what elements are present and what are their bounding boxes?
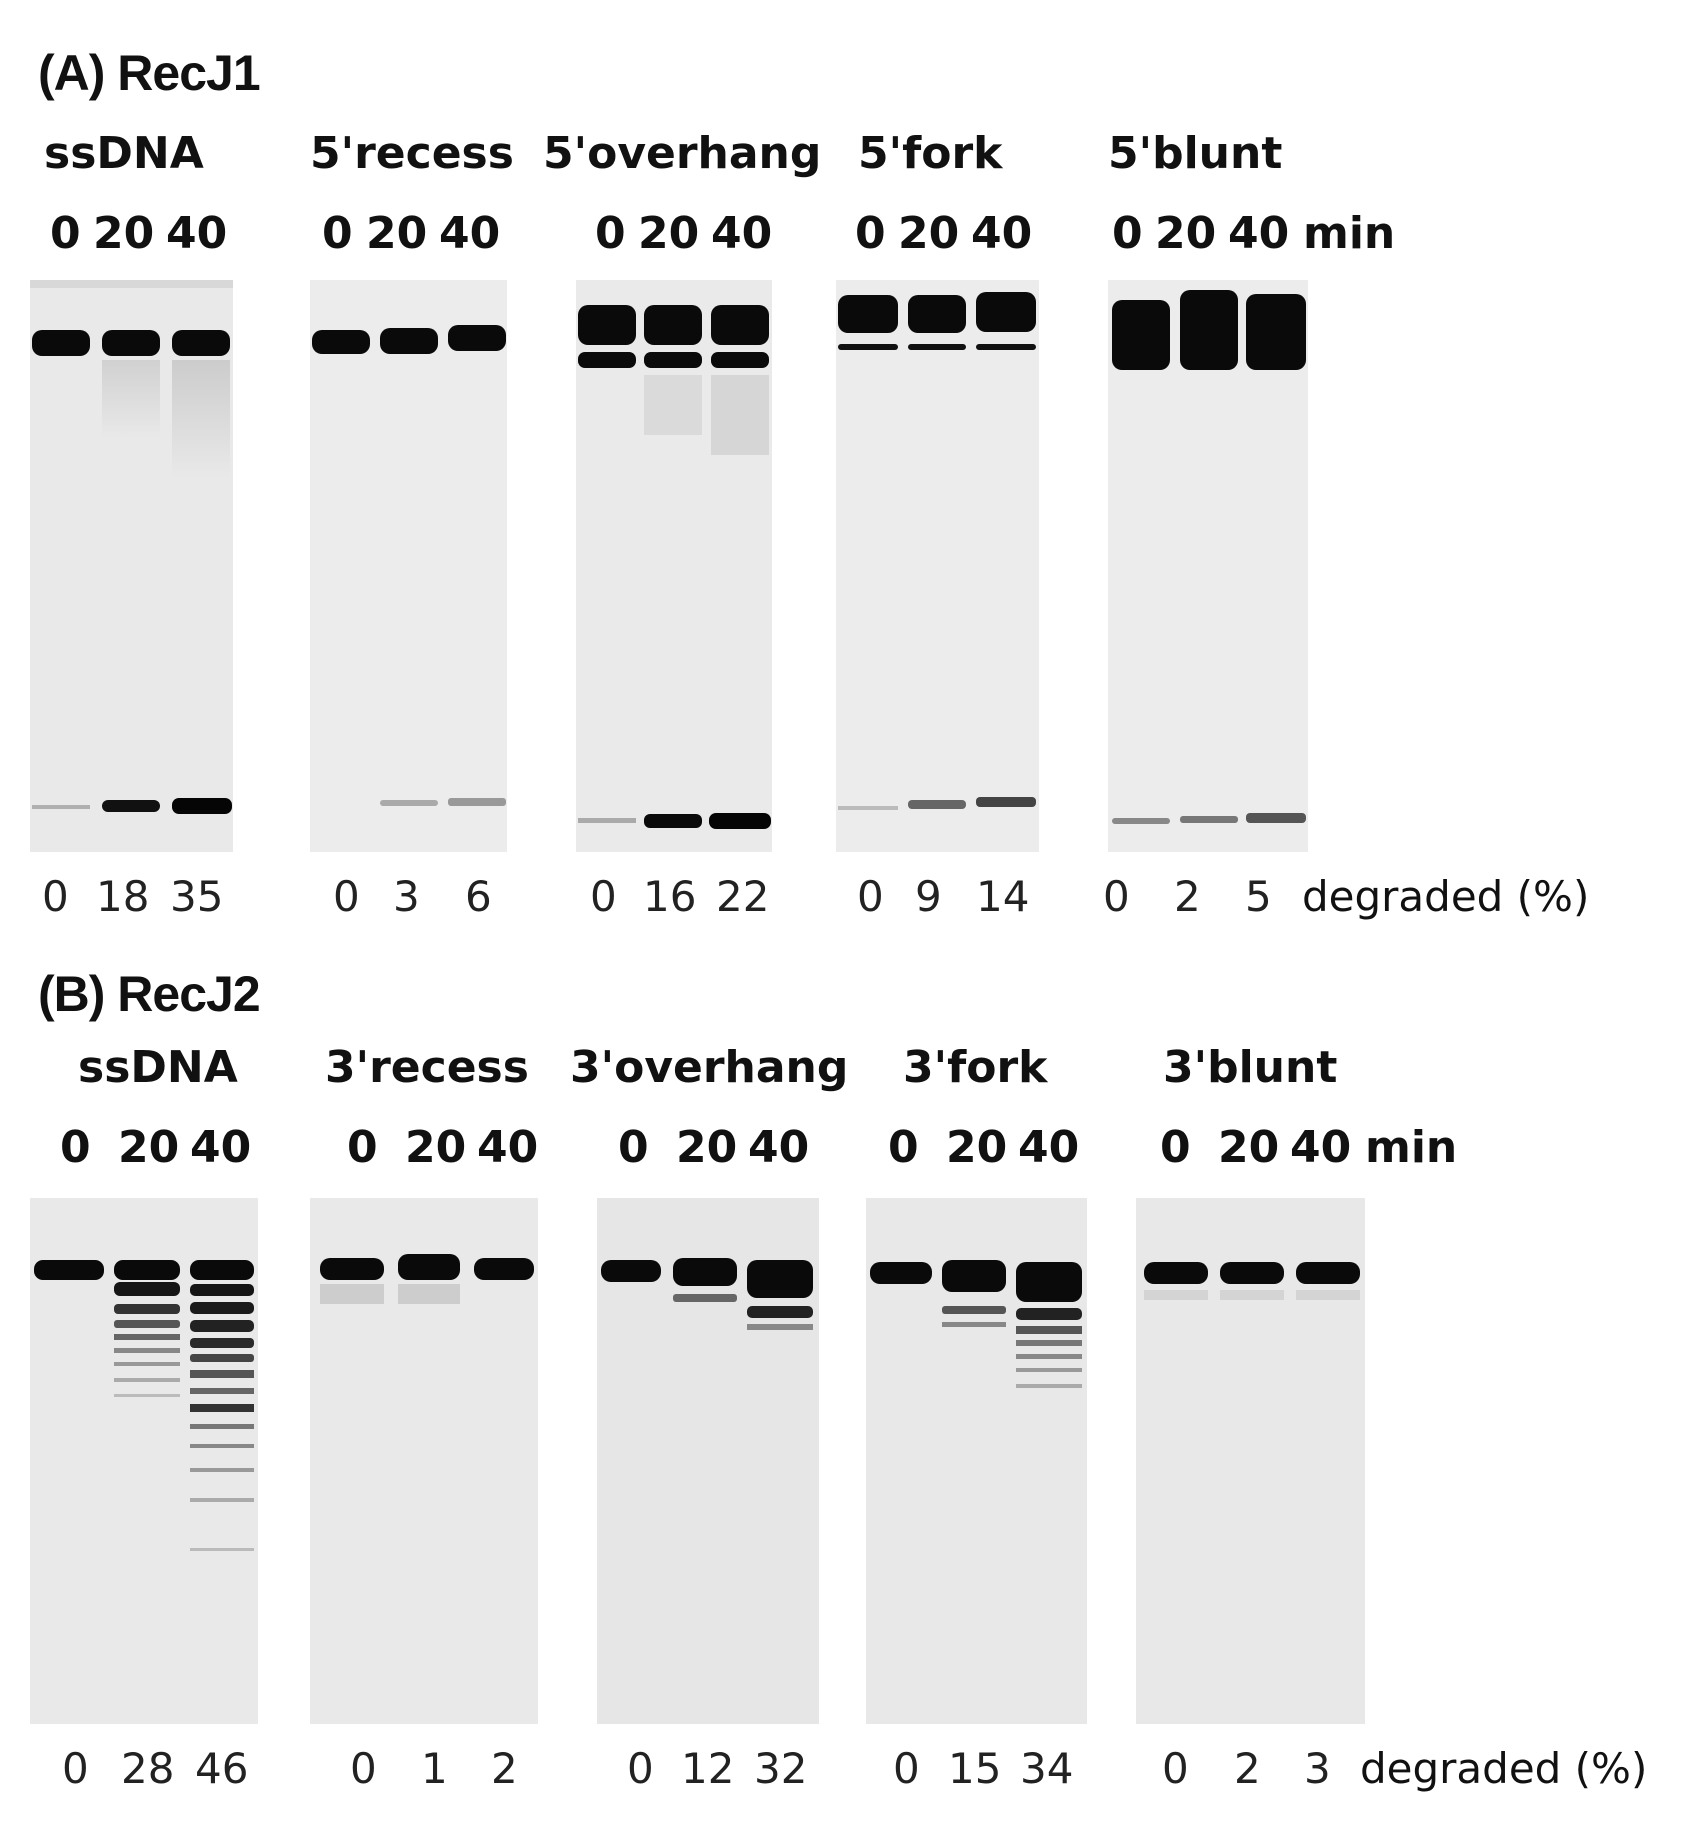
gel-a2-degraded-0: 0 [333, 872, 360, 921]
gel-a3-time-40: 40 [711, 208, 773, 259]
gel-a1-time-0: 0 [50, 208, 81, 259]
panel-a-title: (A) RecJ1 [38, 45, 261, 101]
gel-a3-degraded-20: 16 [643, 872, 697, 921]
gel-b3-time-40: 40 [748, 1122, 810, 1173]
panel-b-time-unit: min [1365, 1122, 1458, 1173]
gel-b1-time-20: 20 [118, 1122, 180, 1173]
panel-a-time-unit: min [1303, 208, 1396, 259]
gel-b2-degraded-0: 0 [350, 1744, 377, 1793]
gel-a2-label: 5'recess [310, 128, 514, 179]
gel-a5-degraded-20: 2 [1174, 872, 1201, 921]
gel-b4-degraded-40: 34 [1020, 1744, 1074, 1793]
gel-b4-time-20: 20 [946, 1122, 1008, 1173]
gel-a5-label: 5'blunt [1108, 128, 1283, 179]
gel-a4-time-0: 0 [855, 208, 886, 259]
gel-a4-degraded-20: 9 [915, 872, 942, 921]
gel-b1-time-40: 40 [190, 1122, 252, 1173]
panel-a-percent-unit: degraded (%) [1302, 872, 1590, 921]
gel-a3-time-20: 20 [638, 208, 700, 259]
gel-b4-label: 3'fork [903, 1042, 1048, 1093]
gel-b2-degraded-20: 1 [421, 1744, 448, 1793]
gel-a2-image [310, 280, 507, 852]
gel-a5-time-20: 20 [1155, 208, 1217, 259]
gel-b5-label: 3'blunt [1163, 1042, 1338, 1093]
gel-b5-time-0: 0 [1160, 1122, 1191, 1173]
gel-a5-degraded-0: 0 [1103, 872, 1130, 921]
gel-b3-time-0: 0 [618, 1122, 649, 1173]
gel-a1-time-20: 20 [93, 208, 155, 259]
gel-b3-image [597, 1198, 819, 1724]
gel-a2-degraded-20: 3 [393, 872, 420, 921]
gel-a4-label: 5'fork [858, 128, 1003, 179]
gel-a3-label: 5'overhang [543, 128, 822, 179]
gel-a3-image [576, 280, 772, 852]
gel-b2-time-20: 20 [405, 1122, 467, 1173]
gel-a3-time-0: 0 [595, 208, 626, 259]
gel-b5-degraded-40: 3 [1304, 1744, 1331, 1793]
gel-b4-image [866, 1198, 1087, 1724]
gel-b1-image [30, 1198, 258, 1724]
gel-b2-time-0: 0 [347, 1122, 378, 1173]
gel-a2-time-0: 0 [322, 208, 353, 259]
gel-b3-degraded-20: 12 [681, 1744, 735, 1793]
gel-a1-degraded-20: 18 [96, 872, 150, 921]
gel-a2-time-40: 40 [439, 208, 501, 259]
gel-b3-label: 3'overhang [570, 1042, 849, 1093]
gel-a1-label: ssDNA [44, 128, 204, 179]
gel-b5-degraded-0: 0 [1162, 1744, 1189, 1793]
gel-a3-degraded-0: 0 [590, 872, 617, 921]
gel-a1-degraded-40: 35 [170, 872, 224, 921]
gel-b1-time-0: 0 [60, 1122, 91, 1173]
gel-a5-time-0: 0 [1112, 208, 1143, 259]
gel-b2-degraded-40: 2 [491, 1744, 518, 1793]
panel-b-percent-unit: degraded (%) [1360, 1744, 1648, 1793]
gel-b1-degraded-40: 46 [195, 1744, 249, 1793]
gel-b2-time-40: 40 [477, 1122, 539, 1173]
gel-b5-image [1136, 1198, 1365, 1724]
gel-b5-time-40: 40 [1290, 1122, 1352, 1173]
gel-b1-degraded-20: 28 [121, 1744, 175, 1793]
gel-b3-degraded-40: 32 [754, 1744, 808, 1793]
gel-a1-degraded-0: 0 [42, 872, 69, 921]
gel-b3-degraded-0: 0 [627, 1744, 654, 1793]
gel-a4-time-20: 20 [898, 208, 960, 259]
gel-a4-time-40: 40 [971, 208, 1033, 259]
gel-a5-image [1108, 280, 1308, 852]
gel-b1-degraded-0: 0 [62, 1744, 89, 1793]
gel-a4-degraded-40: 14 [976, 872, 1030, 921]
gel-a1-time-40: 40 [166, 208, 228, 259]
panel-b-title: (B) RecJ2 [38, 966, 261, 1022]
gel-b3-time-20: 20 [676, 1122, 738, 1173]
gel-b5-time-20: 20 [1218, 1122, 1280, 1173]
gel-a4-image [836, 280, 1039, 852]
gel-a2-time-20: 20 [366, 208, 428, 259]
gel-b2-label: 3'recess [325, 1042, 529, 1093]
gel-b4-degraded-0: 0 [893, 1744, 920, 1793]
gel-b4-time-40: 40 [1018, 1122, 1080, 1173]
gel-b5-degraded-20: 2 [1234, 1744, 1261, 1793]
gel-a5-time-40: 40 [1228, 208, 1290, 259]
gel-a4-degraded-0: 0 [857, 872, 884, 921]
gel-a2-degraded-40: 6 [465, 872, 492, 921]
gel-a1-image [30, 280, 233, 852]
gel-a5-degraded-40: 5 [1245, 872, 1272, 921]
gel-b4-time-0: 0 [888, 1122, 919, 1173]
gel-a3-degraded-40: 22 [716, 872, 770, 921]
gel-b1-label: ssDNA [78, 1042, 238, 1093]
gel-b4-degraded-20: 15 [948, 1744, 1002, 1793]
gel-b2-image [310, 1198, 538, 1724]
